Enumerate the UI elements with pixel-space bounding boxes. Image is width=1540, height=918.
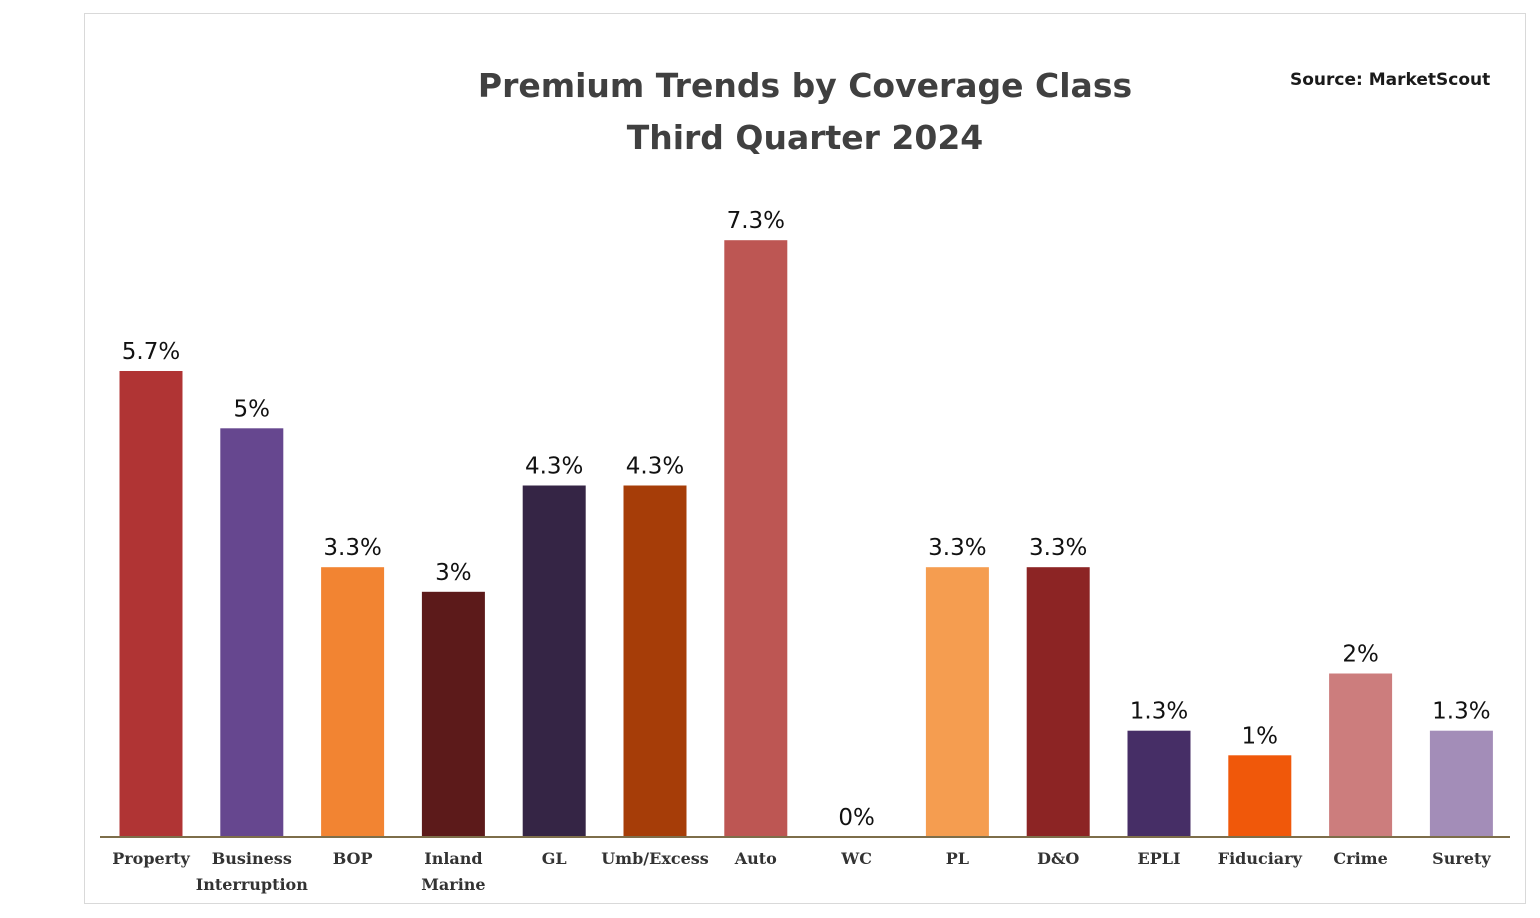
bar-13 bbox=[1429, 730, 1493, 837]
bar-3 bbox=[421, 591, 485, 838]
category-label-7: WC bbox=[840, 849, 872, 868]
value-label-1: 5% bbox=[234, 396, 271, 422]
category-label-8: PL bbox=[946, 849, 969, 868]
bar-0 bbox=[119, 371, 183, 837]
category-label-line: GL bbox=[542, 849, 567, 868]
bar-2 bbox=[321, 567, 385, 837]
category-label-line: PL bbox=[946, 849, 969, 868]
bar-6 bbox=[724, 240, 788, 837]
category-label-line: Property bbox=[112, 849, 190, 868]
bar-9 bbox=[1026, 567, 1090, 837]
category-label-line: Inland bbox=[424, 849, 482, 868]
category-label-4: GL bbox=[542, 849, 567, 868]
category-label-6: Auto bbox=[734, 849, 777, 868]
category-label-line: Umb/Excess bbox=[601, 849, 709, 868]
value-label-12: 2% bbox=[1342, 642, 1379, 668]
category-label-2: BOP bbox=[333, 849, 373, 868]
value-label-8: 3.3% bbox=[928, 535, 986, 561]
value-label-11: 1% bbox=[1242, 723, 1279, 749]
category-label-line: Interruption bbox=[196, 875, 309, 894]
category-label-1: Business Interruption bbox=[196, 849, 309, 894]
category-label-line: Business bbox=[212, 849, 292, 868]
category-label-13: Surety bbox=[1432, 849, 1491, 868]
category-label-line: BOP bbox=[333, 849, 373, 868]
category-label-10: EPLI bbox=[1138, 849, 1181, 868]
value-label-7: 0% bbox=[838, 805, 875, 831]
value-label-2: 3.3% bbox=[323, 535, 381, 561]
value-label-6: 7.3% bbox=[727, 208, 785, 234]
category-label-line: WC bbox=[840, 849, 872, 868]
chart-title-line: Premium Trends by Coverage Class bbox=[477, 66, 1133, 105]
bars-group bbox=[119, 240, 1493, 838]
category-label-line: Crime bbox=[1333, 849, 1387, 868]
category-label-line: D&O bbox=[1037, 849, 1079, 868]
category-labels-group: Property Business Interruption BOP Inland Mar… bbox=[112, 849, 1491, 894]
category-label-line: Fiduciary bbox=[1218, 849, 1303, 868]
chart-source: Source: MarketScout bbox=[1290, 70, 1491, 90]
value-labels-group: 5.7% 5% 3.3% 3% 4.3% 4.3% 7.3% 0% 3.3% 3.3% 1.3% 1%… bbox=[122, 208, 1491, 831]
value-label-9: 3.3% bbox=[1029, 535, 1087, 561]
category-label-5: Umb/Excess bbox=[601, 849, 709, 868]
value-label-13: 1.3% bbox=[1432, 699, 1490, 725]
category-label-12: Crime bbox=[1333, 849, 1387, 868]
value-label-5: 4.3% bbox=[626, 454, 684, 480]
category-label-line: Marine bbox=[421, 875, 485, 894]
value-label-10: 1.3% bbox=[1130, 699, 1188, 725]
chart-title: Premium Trends by Coverage Class Third Q… bbox=[0, 60, 1540, 164]
category-label-line: Surety bbox=[1432, 849, 1491, 868]
category-label-line: Auto bbox=[734, 849, 777, 868]
category-label-11: Fiduciary bbox=[1218, 849, 1303, 868]
category-label-line: EPLI bbox=[1138, 849, 1181, 868]
category-label-3: Inland Marine bbox=[421, 849, 485, 894]
bar-1 bbox=[220, 428, 284, 838]
bar-4 bbox=[522, 485, 586, 837]
bar-12 bbox=[1329, 673, 1393, 837]
bar-8 bbox=[925, 567, 989, 837]
bar-5 bbox=[623, 485, 687, 837]
category-label-0: Property bbox=[112, 849, 190, 868]
bar-11 bbox=[1228, 755, 1292, 838]
value-label-3: 3% bbox=[435, 560, 472, 586]
bar-10 bbox=[1127, 730, 1191, 837]
value-label-4: 4.3% bbox=[525, 454, 583, 480]
category-label-9: D&O bbox=[1037, 849, 1079, 868]
chart-subtitle: Third Quarter 2024 bbox=[626, 118, 984, 157]
value-label-0: 5.7% bbox=[122, 339, 180, 365]
